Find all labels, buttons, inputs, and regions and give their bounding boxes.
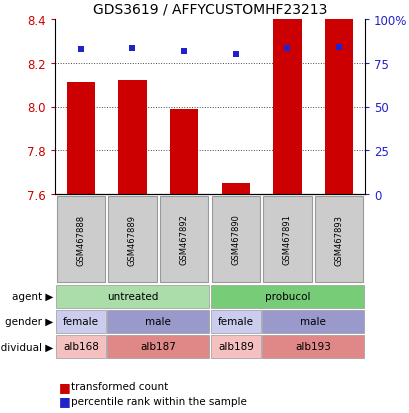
Text: alb168: alb168 <box>63 342 99 351</box>
Text: GSM467890: GSM467890 <box>231 214 240 265</box>
Text: alb187: alb187 <box>140 342 176 351</box>
FancyBboxPatch shape <box>261 335 364 358</box>
Text: alb189: alb189 <box>217 342 253 351</box>
FancyBboxPatch shape <box>314 196 362 282</box>
FancyBboxPatch shape <box>55 335 106 358</box>
FancyBboxPatch shape <box>107 311 209 333</box>
FancyBboxPatch shape <box>107 335 209 358</box>
Text: untreated: untreated <box>107 292 158 302</box>
Bar <box>273 20 301 195</box>
Title: GDS3619 / AFFYCUSTOMHF23213: GDS3619 / AFFYCUSTOMHF23213 <box>92 2 326 16</box>
FancyBboxPatch shape <box>261 311 364 333</box>
Text: alb193: alb193 <box>294 342 330 351</box>
Text: gender ▶: gender ▶ <box>4 317 53 327</box>
Text: female: female <box>217 317 253 327</box>
Text: individual ▶: individual ▶ <box>0 342 53 351</box>
FancyBboxPatch shape <box>211 196 259 282</box>
Bar <box>324 20 353 195</box>
FancyBboxPatch shape <box>55 285 209 308</box>
Text: GSM467888: GSM467888 <box>76 214 85 265</box>
Text: ■: ■ <box>59 380 71 393</box>
Text: female: female <box>63 317 99 327</box>
Bar <box>66 83 95 195</box>
FancyBboxPatch shape <box>210 335 261 358</box>
FancyBboxPatch shape <box>263 196 311 282</box>
Text: agent ▶: agent ▶ <box>11 292 53 302</box>
Bar <box>118 81 146 195</box>
FancyBboxPatch shape <box>160 196 208 282</box>
Text: GSM467893: GSM467893 <box>334 214 343 265</box>
FancyBboxPatch shape <box>210 311 261 333</box>
Text: transformed count: transformed count <box>71 381 168 391</box>
FancyBboxPatch shape <box>210 285 364 308</box>
Text: male: male <box>300 317 326 327</box>
FancyBboxPatch shape <box>56 196 105 282</box>
Text: GSM467889: GSM467889 <box>128 214 137 265</box>
Text: probucol: probucol <box>264 292 310 302</box>
Text: GSM467892: GSM467892 <box>179 214 188 265</box>
Text: male: male <box>145 317 171 327</box>
FancyBboxPatch shape <box>108 196 156 282</box>
Text: ■: ■ <box>59 394 71 407</box>
Text: percentile rank within the sample: percentile rank within the sample <box>71 396 247 406</box>
Bar <box>221 184 249 195</box>
FancyBboxPatch shape <box>55 311 106 333</box>
Text: GSM467891: GSM467891 <box>282 214 291 265</box>
Bar <box>170 109 198 195</box>
